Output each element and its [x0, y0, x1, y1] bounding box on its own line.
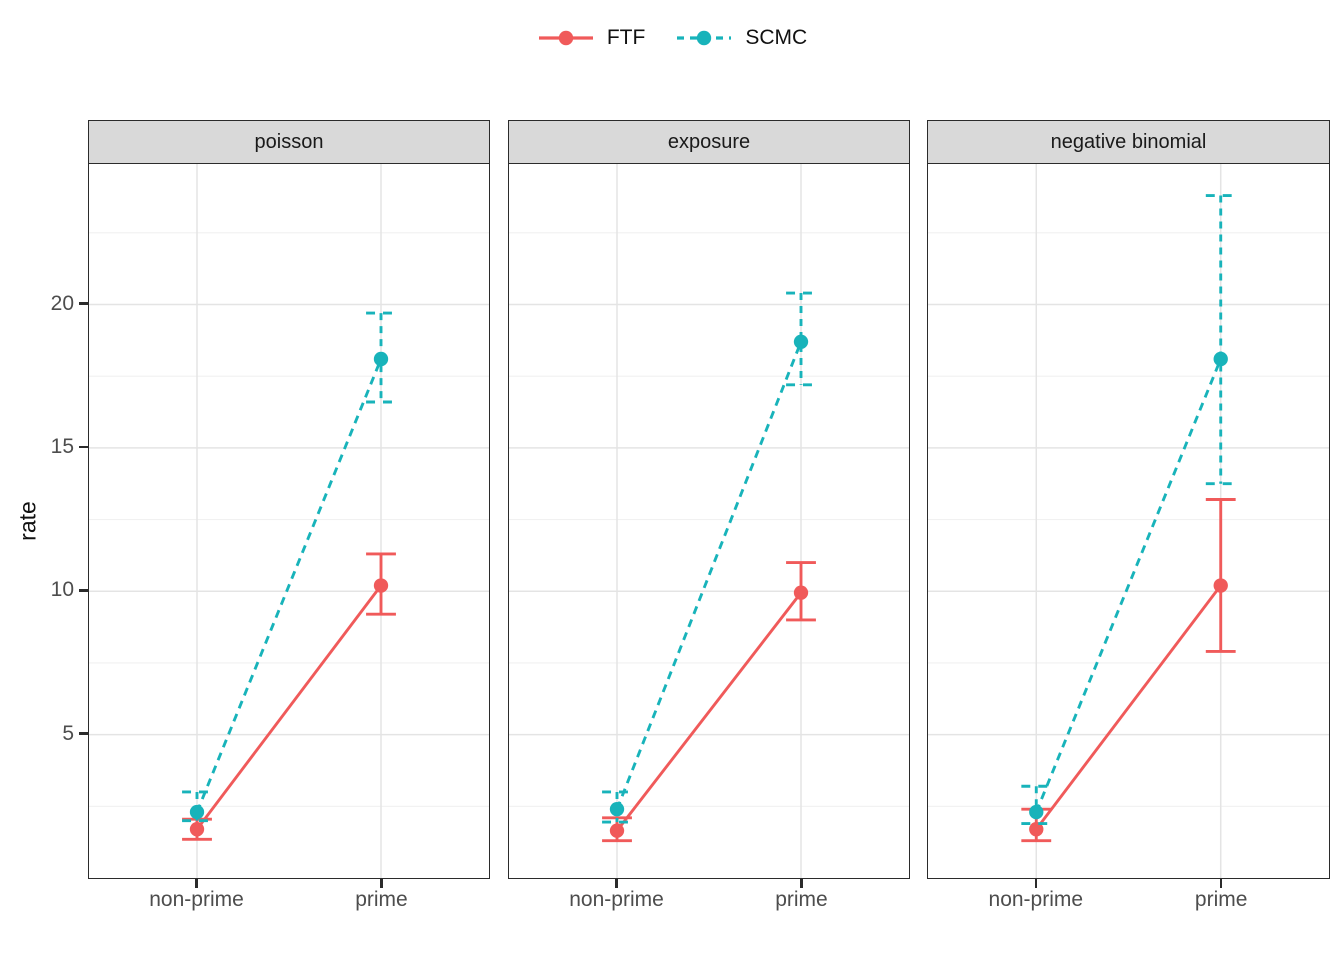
y-tick-label: 20 [50, 291, 74, 315]
data-point [373, 578, 389, 593]
x-tick-label: non-prime [988, 888, 1084, 911]
data-point [793, 585, 809, 600]
legend-label-ftf: FTF [606, 26, 646, 49]
series-ftf [602, 561, 816, 843]
facet-panel-poisson: poisson [88, 120, 490, 879]
y-axis-title: rate [14, 501, 41, 541]
data-point [1029, 804, 1044, 820]
y-tick-mark [79, 445, 88, 449]
y-tick-mark [79, 732, 88, 735]
y-tick-mark [79, 302, 88, 305]
x-tick-mark [195, 879, 198, 888]
plot-canvas-poisson [89, 164, 489, 878]
x-tick-label: prime [355, 888, 408, 911]
facet-strip-exposure: exposure [508, 120, 910, 164]
x-tick-mark [380, 879, 383, 888]
facet-strip-negative-binomial: negative binomial [927, 120, 1330, 164]
trend-line [195, 584, 383, 831]
data-point [609, 801, 625, 817]
x-tick-mark [1219, 879, 1223, 888]
x-tick-mark [615, 879, 618, 888]
y-tick-label: 15 [50, 434, 74, 458]
plot-canvas-negative-binomial [928, 164, 1329, 878]
data-point [1213, 351, 1228, 367]
x-tick-label: prime [1194, 888, 1248, 911]
facet-panel-negative-binomial: negative binomial [927, 120, 1330, 879]
data-point [189, 822, 205, 837]
facet-strip-poisson: poisson [88, 120, 490, 164]
data-point [1213, 578, 1228, 593]
series-scmc [182, 311, 396, 823]
x-tick-mark [1034, 879, 1038, 888]
x-tick-label: prime [775, 888, 828, 911]
series-scmc [1021, 194, 1236, 825]
trend-line [195, 358, 383, 813]
plot-area-poisson [88, 163, 490, 879]
trend-line [1034, 358, 1223, 813]
trend-line [615, 341, 803, 810]
trend-line [615, 591, 803, 832]
facet-panel-exposure: exposure [508, 120, 910, 879]
x-tick-label: non-prime [569, 888, 664, 911]
plot-area-negative-binomial [927, 163, 1330, 879]
legend-label-scmc: SCMC [745, 26, 808, 49]
legend-item-ftf: FTF [537, 26, 645, 50]
series-ftf [1021, 498, 1236, 843]
data-point [609, 823, 625, 838]
data-point [1029, 822, 1044, 837]
y-tick-label: 10 [50, 578, 74, 602]
y-tick-label: 5 [62, 721, 74, 745]
ftf-key-icon [538, 30, 593, 46]
data-point [189, 804, 205, 820]
series-ftf [182, 552, 396, 841]
series-scmc [602, 291, 816, 824]
plot-canvas-exposure [509, 164, 909, 878]
y-tick-mark [79, 589, 88, 592]
data-point [373, 351, 389, 367]
x-tick-mark [800, 879, 803, 888]
x-tick-label: non-prime [149, 888, 244, 911]
trend-line [1035, 584, 1222, 831]
data-point [793, 334, 809, 349]
scmc-key-icon [677, 30, 732, 46]
plot-area-exposure [508, 163, 910, 879]
legend-item-scmc: SCMC [675, 26, 807, 50]
legend: FTF SCMC [0, 26, 1344, 50]
